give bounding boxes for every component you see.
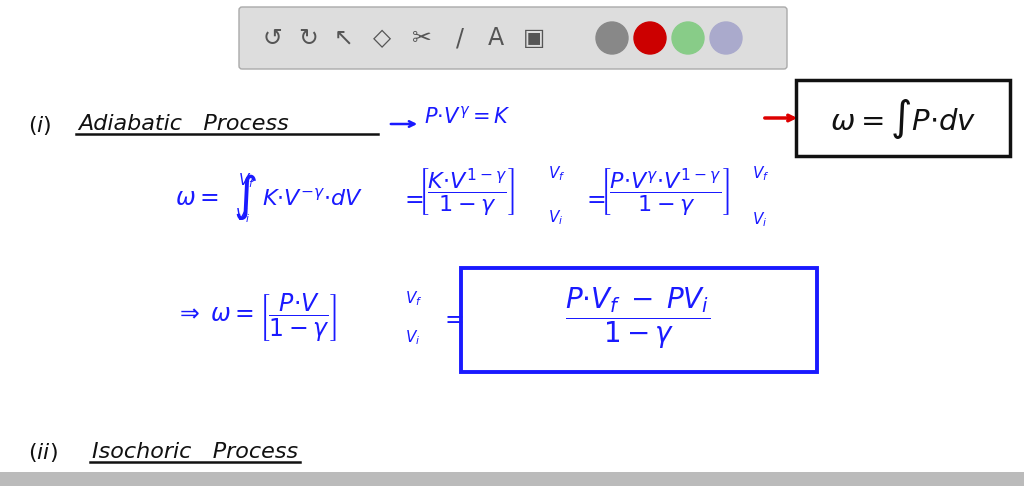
Text: $\Rightarrow \;\omega = \left[\dfrac{P{\cdot}V}{1-\gamma}\right]$: $\Rightarrow \;\omega = \left[\dfrac{P{\… (175, 292, 337, 344)
Text: ↖: ↖ (334, 26, 354, 50)
Text: $=$: $=$ (400, 186, 424, 210)
Text: $\left[\dfrac{P{\cdot}V^{\gamma}{\cdot}V^{1-\gamma}}{1-\gamma}\right]$: $\left[\dfrac{P{\cdot}V^{\gamma}{\cdot}V… (600, 166, 730, 218)
Text: $V_i$: $V_i$ (406, 329, 420, 347)
Text: $V_f$: $V_f$ (238, 172, 256, 191)
Text: $=$: $=$ (440, 306, 464, 330)
Text: $V_f$: $V_f$ (548, 165, 565, 183)
Text: ▣: ▣ (523, 26, 545, 50)
Text: $\omega = \int P{\cdot}dv$: $\omega = \int P{\cdot}dv$ (829, 96, 976, 140)
Text: Adiabatic   Process: Adiabatic Process (78, 114, 289, 134)
Text: $V_i$: $V_i$ (548, 208, 563, 227)
Text: $\dfrac{P{\cdot}V_f \;-\; PV_i}{1-\gamma}$: $\dfrac{P{\cdot}V_f \;-\; PV_i}{1-\gamma… (565, 285, 711, 351)
FancyBboxPatch shape (796, 80, 1010, 156)
Text: Isochoric   Process: Isochoric Process (92, 442, 298, 462)
Text: /: / (456, 26, 464, 50)
Text: $V_f$: $V_f$ (752, 165, 769, 183)
Text: $\left[\dfrac{K{\cdot}V^{1-\gamma}}{1-\gamma}\right]$: $\left[\dfrac{K{\cdot}V^{1-\gamma}}{1-\g… (418, 166, 515, 218)
FancyBboxPatch shape (239, 7, 787, 69)
Text: $V_f$: $V_f$ (406, 290, 423, 308)
Circle shape (710, 22, 742, 54)
Text: ✂: ✂ (412, 26, 432, 50)
Circle shape (596, 22, 628, 54)
Text: $(ii)$: $(ii)$ (28, 440, 57, 464)
Text: ↻: ↻ (298, 26, 317, 50)
Text: $(i)$: $(i)$ (28, 114, 51, 137)
Text: $P{\cdot}V^{\gamma} = K$: $P{\cdot}V^{\gamma} = K$ (424, 105, 511, 127)
Bar (0, 472, 1024, 486)
Text: ↺: ↺ (262, 26, 282, 50)
Text: $K{\cdot}V^{-\gamma}{\cdot}dV$: $K{\cdot}V^{-\gamma}{\cdot}dV$ (262, 187, 362, 209)
Circle shape (634, 22, 666, 54)
FancyBboxPatch shape (461, 268, 817, 372)
Text: $=$: $=$ (582, 186, 606, 210)
Text: ◇: ◇ (373, 26, 391, 50)
Text: $V_i$: $V_i$ (234, 207, 250, 226)
Text: $\int$: $\int$ (233, 172, 257, 222)
Text: $V_i$: $V_i$ (752, 210, 767, 229)
Text: A: A (488, 26, 504, 50)
Circle shape (672, 22, 705, 54)
Text: $\omega =$: $\omega =$ (175, 186, 219, 210)
